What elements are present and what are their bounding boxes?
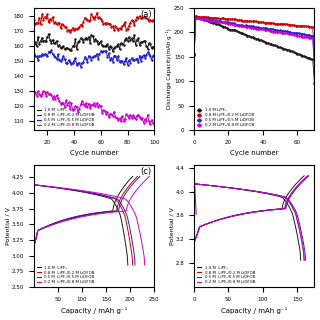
- X-axis label: Capacity / mAh g⁻¹: Capacity / mAh g⁻¹: [61, 308, 127, 315]
- Legend: 1.0 M  LiPF₆, 0.8 M  LiPF₆/0.2 M LiDFOB, 0.5 M  LiPF₆/0.5 M LiDFOB, 0.2 M  LiPF₆: 1.0 M LiPF₆, 0.8 M LiPF₆/0.2 M LiDFOB, 0…: [36, 265, 96, 285]
- Y-axis label: Potential / V: Potential / V: [169, 207, 174, 245]
- X-axis label: Cycle number: Cycle number: [70, 150, 118, 156]
- Legend: 1.0 M  LiPF₆, 0.8 M  LiPF₆/0.2 M LiDFOB, 0.5 M  LiPF₆/0.5 M LiDFOB, 0.2 M  LiPF₆: 1.0 M LiPF₆, 0.8 M LiPF₆/0.2 M LiDFOB, 0…: [36, 108, 96, 128]
- Y-axis label: Potential / V: Potential / V: [5, 207, 11, 245]
- Y-axis label: Discharge Capacity(mAh g⁻¹): Discharge Capacity(mAh g⁻¹): [166, 28, 172, 109]
- Text: (a): (a): [140, 10, 151, 19]
- X-axis label: Cycle number: Cycle number: [230, 150, 278, 156]
- X-axis label: Capacity / mAh g⁻¹: Capacity / mAh g⁻¹: [221, 308, 287, 315]
- Legend: 1.0 M  LiPF₆, 0.8 M  LiPF₆/0.2 M LiDFOB, 0.5 M  LiPF₆/0.5 M LiDFOB, 0.2 M  LiPF₆: 1.0 M LiPF₆, 0.8 M LiPF₆/0.2 M LiDFOB, 0…: [196, 265, 256, 285]
- Text: (c): (c): [140, 167, 151, 176]
- Legend: 1.0 M LiPF₆, 0.8 M LiPF₆/0.2 M LiDFOB, 0.5 M LiPF₆/0.5 M LiDFOB, 0.2 M LiPF₆/0.8: 1.0 M LiPF₆, 0.8 M LiPF₆/0.2 M LiDFOB, 0…: [196, 108, 254, 128]
